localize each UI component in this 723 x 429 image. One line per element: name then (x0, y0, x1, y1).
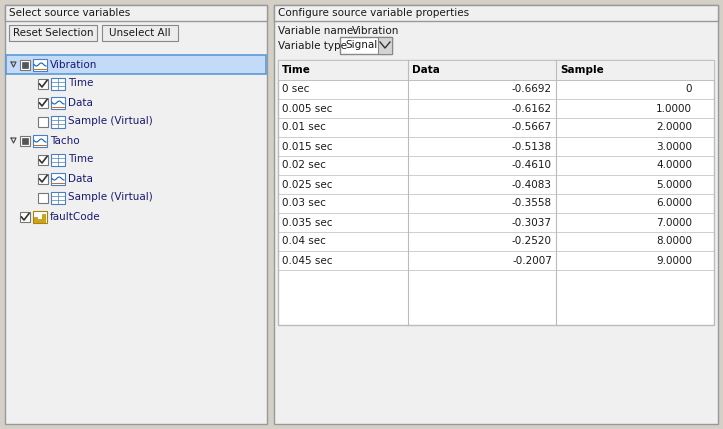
Text: 5.0000: 5.0000 (656, 179, 692, 190)
Bar (33, 211, 47, 223)
Text: -0.2520: -0.2520 (512, 236, 552, 247)
Text: Vibration: Vibration (352, 26, 399, 36)
Bar (5, 5, 267, 424)
Bar (51, 154, 65, 166)
Bar (274, 5, 718, 21)
Text: Time: Time (68, 154, 93, 164)
Text: 1.0000: 1.0000 (656, 103, 692, 114)
Text: Data: Data (412, 65, 440, 75)
Text: 9.0000: 9.0000 (656, 256, 692, 266)
Bar (278, 60, 714, 80)
Bar (20, 136, 30, 145)
Text: Data: Data (68, 97, 93, 108)
Text: Vibration: Vibration (50, 60, 98, 69)
Text: 2.0000: 2.0000 (656, 123, 692, 133)
Text: Tacho: Tacho (50, 136, 80, 145)
Text: 4.0000: 4.0000 (656, 160, 692, 170)
Text: 0.045 sec: 0.045 sec (282, 256, 333, 266)
Text: 0.03 sec: 0.03 sec (282, 199, 326, 208)
Bar (340, 37, 392, 54)
Bar (5, 5, 267, 21)
Text: Configure source variable properties: Configure source variable properties (278, 8, 469, 18)
Bar (278, 60, 714, 325)
Text: -0.3558: -0.3558 (512, 199, 552, 208)
Text: -0.2007: -0.2007 (512, 256, 552, 266)
Text: Reset Selection: Reset Selection (13, 28, 93, 38)
Bar (33, 135, 47, 146)
Text: Select source variables: Select source variables (9, 8, 130, 18)
Bar (38, 117, 48, 127)
Bar (34, 217, 37, 223)
Text: -0.3037: -0.3037 (512, 218, 552, 227)
Bar (6, 55, 266, 74)
Text: 0.01 sec: 0.01 sec (282, 123, 326, 133)
Bar (20, 211, 30, 221)
Bar (51, 115, 65, 127)
Text: Data: Data (68, 173, 93, 184)
Bar (51, 191, 65, 203)
Text: Unselect All: Unselect All (109, 28, 171, 38)
Bar (274, 5, 718, 424)
Bar (102, 25, 178, 41)
Bar (38, 97, 48, 108)
Bar (20, 60, 30, 69)
Bar (38, 79, 48, 88)
Bar (38, 154, 48, 164)
Bar (38, 218, 41, 223)
Text: -0.5667: -0.5667 (512, 123, 552, 133)
Bar (22, 61, 28, 67)
Text: 0.035 sec: 0.035 sec (282, 218, 333, 227)
Text: Sample (Virtual): Sample (Virtual) (68, 117, 153, 127)
Bar (378, 37, 392, 54)
Text: faultCode: faultCode (50, 211, 100, 221)
Text: 0 sec: 0 sec (282, 85, 309, 94)
Text: 3.0000: 3.0000 (656, 142, 692, 151)
Bar (38, 173, 48, 184)
Text: Variable name:: Variable name: (278, 26, 357, 36)
Text: -0.5138: -0.5138 (512, 142, 552, 151)
Text: -0.6162: -0.6162 (512, 103, 552, 114)
Text: Variable type: Variable type (278, 41, 347, 51)
Bar (51, 97, 65, 109)
Text: 0: 0 (685, 85, 692, 94)
Text: 0.02 sec: 0.02 sec (282, 160, 326, 170)
Text: -0.6692: -0.6692 (512, 85, 552, 94)
Text: Time: Time (68, 79, 93, 88)
Bar (42, 214, 45, 223)
Text: Sample (Virtual): Sample (Virtual) (68, 193, 153, 202)
Text: 8.0000: 8.0000 (656, 236, 692, 247)
Text: 0.015 sec: 0.015 sec (282, 142, 333, 151)
Bar (9, 25, 97, 41)
Text: Time: Time (282, 65, 311, 75)
Text: Signal: Signal (345, 40, 377, 51)
Text: 0.005 sec: 0.005 sec (282, 103, 333, 114)
Bar (51, 172, 65, 184)
Text: 6.0000: 6.0000 (656, 199, 692, 208)
Text: 0.025 sec: 0.025 sec (282, 179, 333, 190)
Bar (51, 78, 65, 90)
Text: -0.4083: -0.4083 (512, 179, 552, 190)
Bar (22, 138, 28, 143)
Bar (38, 193, 48, 202)
Bar (33, 58, 47, 70)
Text: 7.0000: 7.0000 (656, 218, 692, 227)
Text: -0.4610: -0.4610 (512, 160, 552, 170)
Text: 0.04 sec: 0.04 sec (282, 236, 326, 247)
Text: Sample: Sample (560, 65, 604, 75)
